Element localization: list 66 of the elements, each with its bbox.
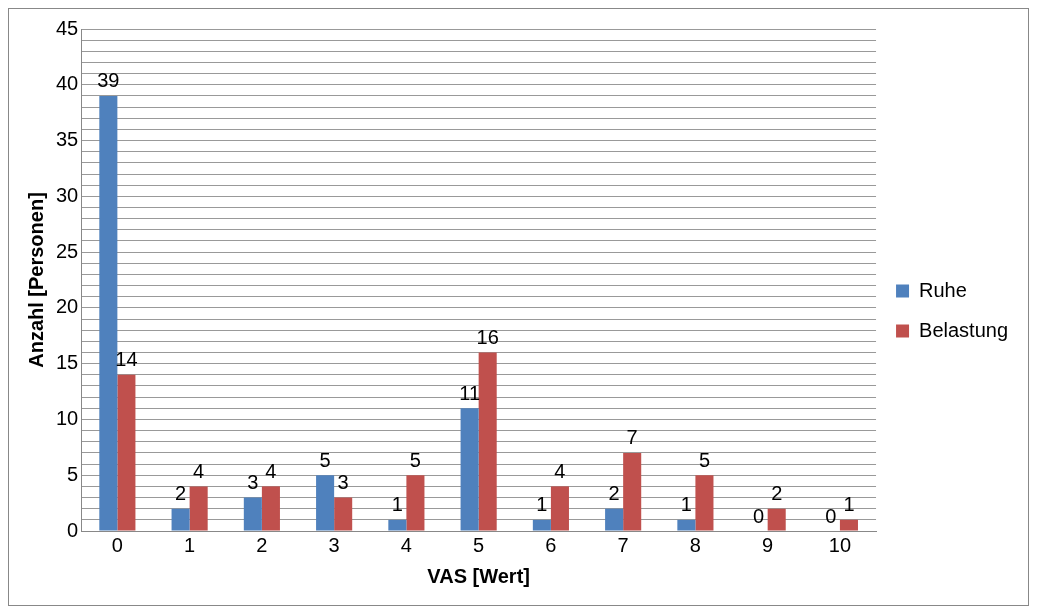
bar (99, 95, 118, 531)
x-tick-label: 2 (256, 533, 268, 556)
bar (243, 497, 262, 531)
data-label: 5 (698, 448, 710, 471)
data-label: 1 (536, 493, 548, 516)
x-tick-label: 9 (762, 533, 774, 556)
y-tick-label: 35 (56, 128, 79, 151)
legend-label: Belastung (919, 318, 1009, 341)
y-tick-label: 25 (56, 239, 79, 262)
y-tick-label: 40 (56, 72, 79, 95)
data-label: 0 (753, 504, 765, 527)
data-label: 11 (459, 381, 480, 404)
y-tick-label: 45 (56, 16, 79, 39)
x-tick-label: 0 (111, 533, 123, 556)
data-label: 3 (337, 471, 349, 494)
x-tick-label: 8 (689, 533, 701, 556)
data-label: 1 (391, 493, 403, 516)
bar (532, 519, 551, 531)
x-tick-label: 4 (400, 533, 412, 556)
data-label: 2 (771, 482, 783, 505)
data-label: 4 (193, 459, 205, 482)
bar (695, 475, 714, 531)
y-tick-label: 15 (56, 351, 79, 374)
data-label: 5 (319, 448, 331, 471)
bar (605, 508, 624, 531)
data-label: 16 (476, 326, 499, 349)
data-label: 3 (247, 471, 259, 494)
bar (460, 408, 479, 531)
bar (261, 486, 280, 531)
data-label: 0 (825, 504, 837, 527)
y-tick-label: 5 (67, 462, 79, 485)
y-tick-label: 10 (56, 406, 79, 429)
x-axis-title: VAS [Wert] (427, 564, 530, 587)
y-tick-label: 30 (56, 183, 79, 206)
bar (117, 374, 136, 531)
bar (478, 352, 497, 531)
bar (334, 497, 353, 531)
x-tick-label: 5 (473, 533, 485, 556)
bar (189, 486, 208, 531)
bar (171, 508, 190, 531)
data-label: 4 (554, 459, 566, 482)
bar (406, 475, 425, 531)
bar (839, 519, 858, 531)
bar (623, 452, 642, 531)
bar (550, 486, 569, 531)
data-label: 5 (409, 448, 421, 471)
data-label: 1 (843, 493, 855, 516)
data-label: 4 (265, 459, 277, 482)
x-tick-label: 7 (617, 533, 629, 556)
y-axis-title: Anzahl [Personen] (24, 192, 47, 368)
y-tick-label: 20 (56, 295, 79, 318)
data-label: 2 (175, 482, 187, 505)
data-label: 2 (608, 482, 620, 505)
bar (767, 508, 786, 531)
x-tick-label: 10 (828, 533, 852, 556)
x-tick-label: 1 (184, 533, 196, 556)
data-label: 39 (97, 69, 120, 92)
y-tick-label: 0 (67, 518, 79, 541)
bar (677, 519, 696, 531)
x-tick-label: 6 (545, 533, 557, 556)
data-label: 7 (626, 426, 638, 449)
legend-label: Ruhe (919, 278, 967, 301)
bar (388, 519, 407, 531)
x-tick-label: 3 (328, 533, 340, 556)
bar (316, 475, 335, 531)
data-label: 1 (680, 493, 692, 516)
